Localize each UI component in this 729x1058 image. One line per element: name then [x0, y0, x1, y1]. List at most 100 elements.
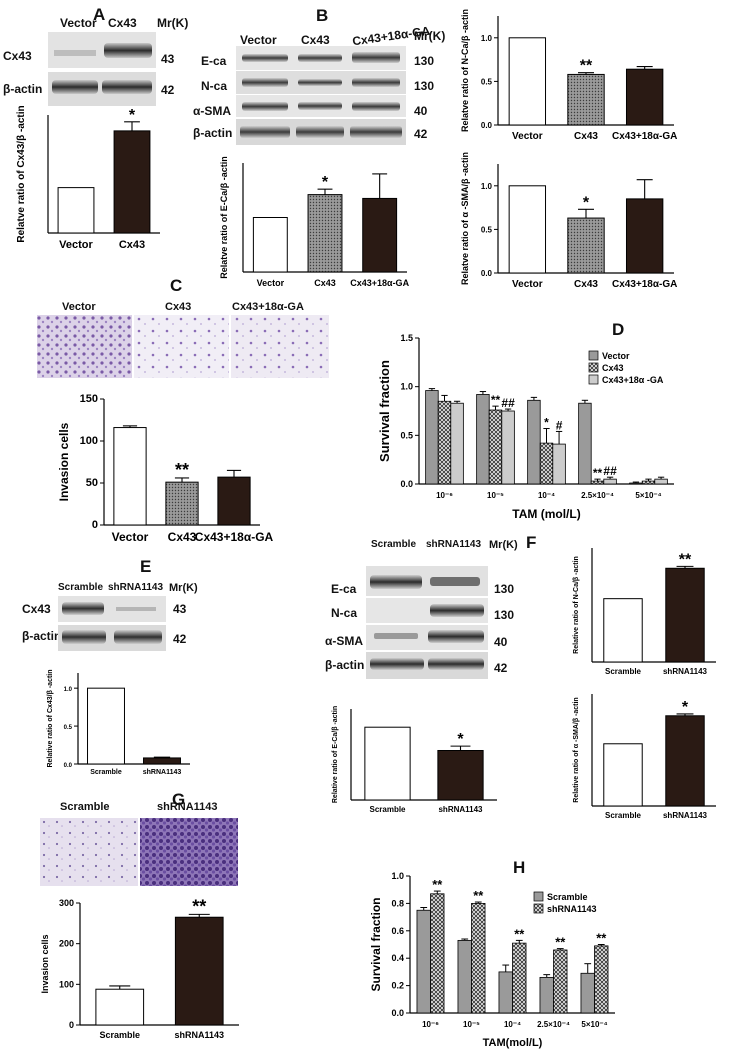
significance-label: **	[491, 393, 501, 407]
significance-label: **	[432, 877, 443, 892]
significance-label: *	[322, 174, 329, 191]
y-tick-label: 0.2	[391, 981, 404, 991]
significance-label: *	[682, 699, 689, 716]
panel-letter-f: F	[526, 533, 537, 552]
bar-cx43	[437, 400, 452, 485]
y-tick-label: 0.6	[391, 926, 404, 936]
bar	[174, 916, 224, 1026]
category-label: Cx43	[574, 279, 598, 290]
category-label: 10⁻⁴	[538, 491, 555, 500]
blot-a-row-label: β-actin	[3, 82, 43, 96]
chart-B-eca: Vector * Cx43 Cx43+18α-GA Relatve ratio of E…	[219, 156, 410, 288]
category-label: Cx43+18α-GA	[350, 278, 409, 288]
category-label: 5×10⁻⁴	[635, 491, 661, 500]
y-tick-label: 0.5	[481, 77, 493, 86]
y-tick-label: 0.0	[481, 121, 493, 130]
micro-c-label: Vector	[62, 301, 96, 313]
chart-F-asma: Scramble * shRNA1143 Relative ratio of α -S…	[573, 694, 716, 820]
category-label: Scramble	[99, 1030, 140, 1040]
category-label: 2.5×10⁻⁴	[537, 1020, 570, 1029]
category-label: shRNA1143	[438, 805, 483, 814]
micrograph-c-image	[37, 315, 329, 378]
blot-b-lane: Cx43	[301, 33, 330, 47]
y-tick-label: 1.0	[64, 687, 73, 693]
bar-cx43-18-ga	[450, 402, 464, 485]
chart-G-invasion: 0 100 200 300 Scramble ** shRNA1143 Invasion ce…	[40, 896, 239, 1040]
blot-e2-lane: Scramble	[371, 539, 417, 550]
blot-a-mw: 42	[161, 83, 175, 97]
bar	[165, 481, 199, 526]
bar-cx43	[488, 409, 503, 485]
bar-cx43-18-ga	[501, 410, 515, 485]
y-tick-label: 0.5	[400, 430, 413, 440]
y-tick-label: 300	[59, 898, 74, 908]
legend-swatch	[588, 362, 599, 373]
blot-e-mw: 42	[173, 632, 187, 646]
y-axis-label: Relatve ratio of α -SMA/β -actin	[460, 152, 470, 285]
y-tick-label: 50	[86, 477, 98, 489]
y-axis-label: Survival fraction	[377, 360, 392, 462]
legend-swatch	[533, 903, 544, 914]
blot-a-row-label: Cx43	[3, 49, 32, 63]
chart-H-survival: 0.0 0.2 0.4 0.6 0.8 1.0 ** 10⁻⁶ ** 10⁻⁵ ** 10⁻⁴ ** 2.…	[369, 871, 615, 1049]
bar	[57, 187, 95, 234]
bar-cx43-18-ga	[552, 443, 566, 485]
blot-b-image	[236, 46, 406, 145]
y-axis-label: Invasion cells	[40, 934, 50, 993]
significance-label: ##	[603, 464, 617, 478]
category-label: 10⁻⁶	[436, 491, 453, 500]
y-tick-label: 0.4	[391, 953, 404, 963]
y-axis-label: Relative ratio of Cx43/β -actin	[47, 669, 54, 767]
bar	[665, 567, 705, 663]
bar-vector	[476, 394, 490, 485]
category-label: Scramble	[605, 811, 642, 820]
panel-letter-b: B	[316, 6, 329, 25]
micro-g-label: Scramble	[60, 801, 110, 813]
bar	[603, 598, 643, 663]
bar	[364, 726, 411, 801]
category-label: Cx43	[168, 530, 197, 544]
y-axis-label: Survival fraction	[369, 897, 383, 991]
blot-b-mr-header: Mr(K)	[414, 29, 446, 43]
bar	[217, 476, 251, 526]
blot-e2-mr-header: Mr(K)	[489, 539, 518, 551]
bar	[665, 715, 705, 807]
blot-e-mr-header: Mr(K)	[169, 582, 198, 594]
blot-e2-row-label: E-ca	[331, 582, 357, 596]
blot-b-mw: 130	[414, 54, 435, 68]
blot-b-mw: 42	[414, 127, 428, 141]
significance-label: *	[457, 731, 464, 748]
category-label: shRNA1143	[143, 769, 182, 776]
blot-e-mw: 43	[173, 602, 187, 616]
bar-scramble	[457, 939, 472, 1014]
bar	[252, 217, 288, 273]
category-label: 10⁻⁶	[422, 1020, 439, 1029]
micrograph-g-image	[40, 818, 238, 886]
bar	[567, 73, 605, 126]
y-tick-label: 1.0	[400, 382, 413, 392]
category-label: Vector	[512, 279, 543, 290]
category-label: Cx43	[119, 239, 145, 251]
y-tick-label: 1.0	[391, 871, 404, 881]
category-label: shRNA1143	[663, 811, 708, 820]
significance-label: #	[556, 418, 563, 432]
significance-label: **	[473, 888, 484, 903]
significance-label: **	[514, 926, 525, 941]
y-axis-label: Relative ratio of E-Ca/β -actin	[332, 706, 339, 803]
bar-vector	[425, 390, 439, 485]
chart-B-asma: 0.0 0.5 1.0 Vector * Cx43 Cx43+18α-GA Relatve r…	[460, 152, 677, 290]
bar-scramble	[416, 909, 431, 1014]
bar	[508, 185, 547, 274]
blot-b-row-label: E-ca	[201, 54, 227, 68]
blot-e2-row-label: β-actin	[325, 658, 365, 672]
blot-b-row-label: α-SMA	[193, 104, 232, 118]
panel-letter-e: E	[140, 557, 152, 576]
bar-shrna1143	[430, 893, 445, 1014]
y-tick-label: 1.0	[481, 34, 493, 43]
bar	[625, 68, 664, 126]
y-tick-label: 0.5	[481, 225, 493, 234]
bar	[437, 749, 484, 801]
bar-shrna1143	[553, 949, 568, 1014]
blot-b-row-label: N-ca	[201, 79, 228, 93]
significance-label: **	[596, 931, 607, 946]
